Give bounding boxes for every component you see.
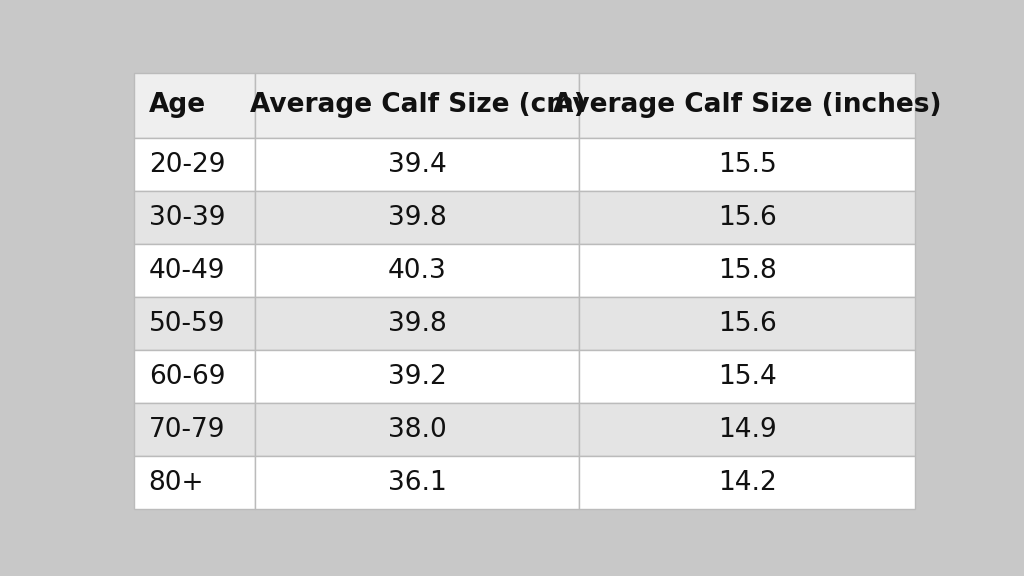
Bar	[134, 403, 255, 456]
Text: 20-29: 20-29	[148, 152, 225, 178]
Text: 50-59: 50-59	[148, 310, 225, 337]
Text: 80+: 80+	[148, 469, 204, 495]
Bar	[255, 456, 580, 509]
Bar	[134, 73, 255, 138]
Text: Average Calf Size (cm): Average Calf Size (cm)	[250, 93, 586, 119]
Bar	[255, 403, 580, 456]
Bar	[134, 350, 255, 403]
Text: Average Calf Size (inches): Average Calf Size (inches)	[553, 93, 942, 119]
Text: 15.6: 15.6	[718, 204, 777, 231]
Text: 60-69: 60-69	[148, 363, 225, 390]
Text: 39.8: 39.8	[388, 204, 446, 231]
Text: 36.1: 36.1	[388, 469, 446, 495]
Bar	[580, 244, 915, 297]
Text: Age: Age	[148, 93, 206, 119]
Text: 14.9: 14.9	[718, 416, 777, 442]
Text: 70-79: 70-79	[148, 416, 225, 442]
Bar	[134, 244, 255, 297]
Text: 30-39: 30-39	[148, 204, 225, 231]
Bar	[134, 297, 255, 350]
Bar	[255, 244, 580, 297]
Bar	[580, 297, 915, 350]
Text: 15.4: 15.4	[718, 363, 777, 390]
Text: 40-49: 40-49	[148, 257, 225, 284]
Bar	[580, 350, 915, 403]
Text: 15.5: 15.5	[718, 152, 777, 178]
Bar	[580, 138, 915, 191]
Text: 38.0: 38.0	[388, 416, 446, 442]
Bar	[134, 138, 255, 191]
Text: 14.2: 14.2	[718, 469, 777, 495]
Bar	[580, 73, 915, 138]
Bar	[255, 191, 580, 244]
Bar	[255, 350, 580, 403]
Text: 15.8: 15.8	[718, 257, 777, 284]
Text: 39.4: 39.4	[388, 152, 446, 178]
Bar	[134, 456, 255, 509]
Bar	[255, 73, 580, 138]
Bar	[255, 297, 580, 350]
Bar	[580, 403, 915, 456]
Bar	[580, 456, 915, 509]
Bar	[134, 191, 255, 244]
Text: 40.3: 40.3	[388, 257, 446, 284]
Text: 15.6: 15.6	[718, 310, 777, 337]
Text: 39.2: 39.2	[388, 363, 446, 390]
Text: 39.8: 39.8	[388, 310, 446, 337]
Bar	[580, 191, 915, 244]
Bar	[255, 138, 580, 191]
